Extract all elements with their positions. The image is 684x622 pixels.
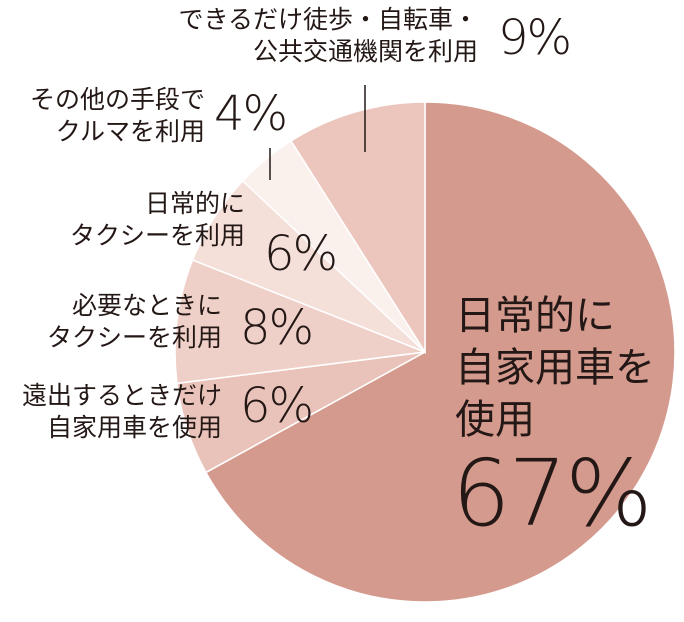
slice-label: できるだけ徒歩・自転車・ 公共交通機関を利用 xyxy=(178,5,478,66)
slice-label: その他の手段で クルマを利用 xyxy=(29,85,205,146)
pie-slice xyxy=(174,258,426,385)
slice-label: 日常的に タクシーを利用 xyxy=(69,189,245,250)
pie-slice xyxy=(204,101,676,603)
pie-slice xyxy=(290,101,426,355)
value-label: 8% xyxy=(240,300,314,356)
slice-label: 日常的に 自家用車を 使用 xyxy=(455,293,655,443)
slice-label: 必要なときに タクシーを利用 xyxy=(46,291,222,352)
value-label: 6% xyxy=(264,226,338,282)
value-label: 9% xyxy=(498,10,572,66)
value-label: 4% xyxy=(214,86,288,142)
value-label: 67% xyxy=(452,440,652,547)
value-label: 6% xyxy=(240,378,314,434)
slice-label: 遠出するときだけ 自家用車を使用 xyxy=(21,381,222,442)
